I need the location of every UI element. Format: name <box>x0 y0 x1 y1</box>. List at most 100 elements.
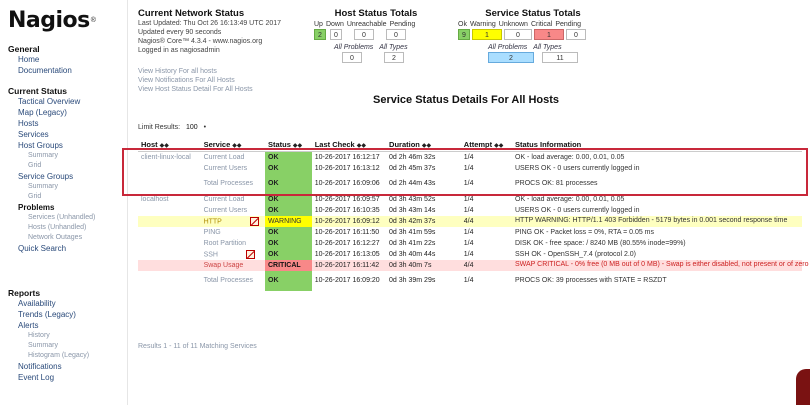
attempt-cell: 1/4 <box>463 250 474 258</box>
sidebar-subitem-network-outages[interactable]: Network Outages <box>28 234 83 241</box>
sidebar-item-trends-legacy[interactable]: Trends (Legacy) <box>18 310 76 319</box>
sidebar-section-general: General <box>8 44 40 54</box>
host-cell[interactable] <box>138 238 201 249</box>
sidebar: Nagios ® General Home Documentation Current … <box>0 0 128 405</box>
service-cell[interactable]: Total Processes <box>201 174 265 194</box>
host-cell[interactable] <box>138 227 201 238</box>
sidebar-subitem-histogram-legacy[interactable]: Histogram (Legacy) <box>28 352 90 359</box>
status-badge: OK <box>265 270 312 291</box>
sidebar-item-tactical-overview[interactable]: Tactical Overview <box>18 97 81 106</box>
sidebar-item-availability[interactable]: Availability <box>18 299 56 308</box>
sidebar-item-documentation[interactable]: Documentation <box>18 66 72 75</box>
service-warning-count[interactable]: 1 <box>472 29 502 40</box>
sidebar-subitem-grid[interactable]: Grid <box>28 162 42 169</box>
host-cell[interactable] <box>138 163 201 174</box>
sidebar-item-quick-search[interactable]: Quick Search <box>18 244 67 253</box>
host-cell[interactable] <box>138 174 201 194</box>
duration-cell: 0d 3h 43m 14s <box>389 206 436 214</box>
host-pending-count[interactable]: 0 <box>386 29 406 40</box>
service-all-problems-count[interactable]: 2 <box>488 52 534 63</box>
view-notifications-link[interactable]: View Notifications For All Hosts <box>138 77 235 84</box>
status-badge: CRITICAL <box>265 259 312 271</box>
service-name[interactable]: Root Partition <box>203 239 246 247</box>
nagios-logo[interactable]: Nagios ® <box>8 6 127 34</box>
service-all-problems-label: All Problems <box>488 44 528 51</box>
column-header-host[interactable]: Host ◆◆ <box>138 138 201 152</box>
service-cell[interactable]: Current Load <box>201 194 265 205</box>
service-all-types-count[interactable]: 11 <box>542 52 578 63</box>
view-history-link[interactable]: View History For all hosts <box>138 68 217 75</box>
host-unreachable-count[interactable]: 0 <box>354 29 374 40</box>
sidebar-item-home[interactable]: Home <box>18 55 40 64</box>
status-badge: OK <box>265 173 312 194</box>
sidebar-item-service-groups[interactable]: Service Groups <box>18 172 74 181</box>
service-name[interactable]: Total Processes <box>203 180 253 187</box>
service-name[interactable]: Current Load <box>203 153 245 161</box>
service-name[interactable]: HTTP <box>203 217 222 225</box>
service-name[interactable]: PING <box>203 228 221 236</box>
sidebar-item-services[interactable]: Services <box>18 130 49 139</box>
sidebar-subitem-grid[interactable]: Grid <box>28 193 42 200</box>
service-unknown-count[interactable]: 0 <box>504 29 532 40</box>
column-header-service[interactable]: Service ◆◆ <box>200 138 265 152</box>
sidebar-item-host-groups[interactable]: Host Groups <box>18 141 63 150</box>
sidebar-item-problems[interactable]: Problems <box>18 203 55 212</box>
service-name[interactable]: SSH <box>203 250 218 258</box>
sidebar-item-event-log[interactable]: Event Log <box>18 373 55 382</box>
service-cell[interactable]: Current Users <box>201 205 265 216</box>
sidebar-section-current-status: Current Status <box>8 86 68 96</box>
sidebar-item-notifications[interactable]: Notifications <box>18 362 62 371</box>
host-up-count[interactable]: 2 <box>314 29 326 40</box>
service-name[interactable]: Total Processes <box>203 277 253 284</box>
service-cell[interactable]: SSH <box>201 249 265 260</box>
host-down-count[interactable]: 0 <box>330 29 342 40</box>
sort-arrows-icon: ◆◆ <box>159 143 169 149</box>
attempt-cell: 1/4 <box>463 180 474 187</box>
sidebar-subitem-services-unhandled[interactable]: Services (Unhandled) <box>28 214 96 221</box>
column-header-status[interactable]: Status ◆◆ <box>265 138 312 152</box>
host-cell[interactable] <box>138 249 201 260</box>
sidebar-item-hosts[interactable]: Hosts <box>18 119 39 128</box>
host-cell[interactable] <box>138 215 201 227</box>
status-badge: OK <box>265 248 312 260</box>
service-name[interactable]: Current Load <box>203 195 245 203</box>
host-cell[interactable] <box>138 205 201 216</box>
table-row: SSH OK 10-26-2017 16:13:05 0d 3h 40m 44s 1/4… <box>138 248 802 260</box>
service-cell[interactable]: PING <box>201 227 265 238</box>
service-critical-count[interactable]: 1 <box>534 29 564 40</box>
service-cell[interactable]: Swap Usage <box>200 259 265 271</box>
service-name[interactable]: Current Users <box>203 206 248 214</box>
service-ok-count[interactable]: 9 <box>458 29 470 40</box>
host-cell[interactable]: client-linux-local <box>141 153 191 161</box>
duration-cell: 0d 3h 40m 44s <box>389 250 436 258</box>
host-cell[interactable] <box>138 271 201 291</box>
service-cell[interactable]: Total Processes <box>201 271 265 291</box>
sidebar-subitem-summary[interactable]: Summary <box>28 183 58 190</box>
last-check-cell: 10-26-2017 16:13:12 <box>314 164 380 172</box>
service-cell[interactable]: Current Users <box>201 163 265 174</box>
service-cell[interactable]: Root Partition <box>201 238 265 249</box>
host-cell[interactable]: localhost <box>141 195 169 203</box>
host-all-problems-count[interactable]: 0 <box>342 52 362 63</box>
sidebar-item-alerts[interactable]: Alerts <box>18 321 39 330</box>
attempt-cell: 1/4 <box>463 153 474 161</box>
sidebar-item-map-legacy[interactable]: Map (Legacy) <box>18 108 67 117</box>
host-cell[interactable] <box>138 259 201 271</box>
sidebar-subitem-hosts-unhandled[interactable]: Hosts (Unhandled) <box>28 224 87 231</box>
service-cell[interactable]: HTTP <box>200 215 265 227</box>
sidebar-subitem-history[interactable]: History <box>28 332 50 339</box>
service-cell[interactable]: Current Load <box>201 152 265 163</box>
duration-cell: 0d 3h 42m 37s <box>386 215 461 227</box>
service-name[interactable]: Current Users <box>203 164 248 172</box>
limit-dropdown-icon[interactable]: • <box>203 124 207 131</box>
column-header-attempt[interactable]: Attempt ◆◆ <box>460 138 512 152</box>
column-header-last-check[interactable]: Last Check ◆◆ <box>311 138 387 152</box>
column-header-duration[interactable]: Duration ◆◆ <box>386 138 461 152</box>
limit-results-select[interactable]: 100 <box>185 124 198 131</box>
host-all-types-count[interactable]: 2 <box>384 52 404 63</box>
sidebar-subitem-summary[interactable]: Summary <box>28 152 58 159</box>
view-host-status-link[interactable]: View Host Status Detail For All Hosts <box>138 86 253 93</box>
sidebar-subitem-summary[interactable]: Summary <box>28 342 58 349</box>
service-pending-count[interactable]: 0 <box>566 29 586 40</box>
service-name[interactable]: Swap Usage <box>203 261 244 269</box>
